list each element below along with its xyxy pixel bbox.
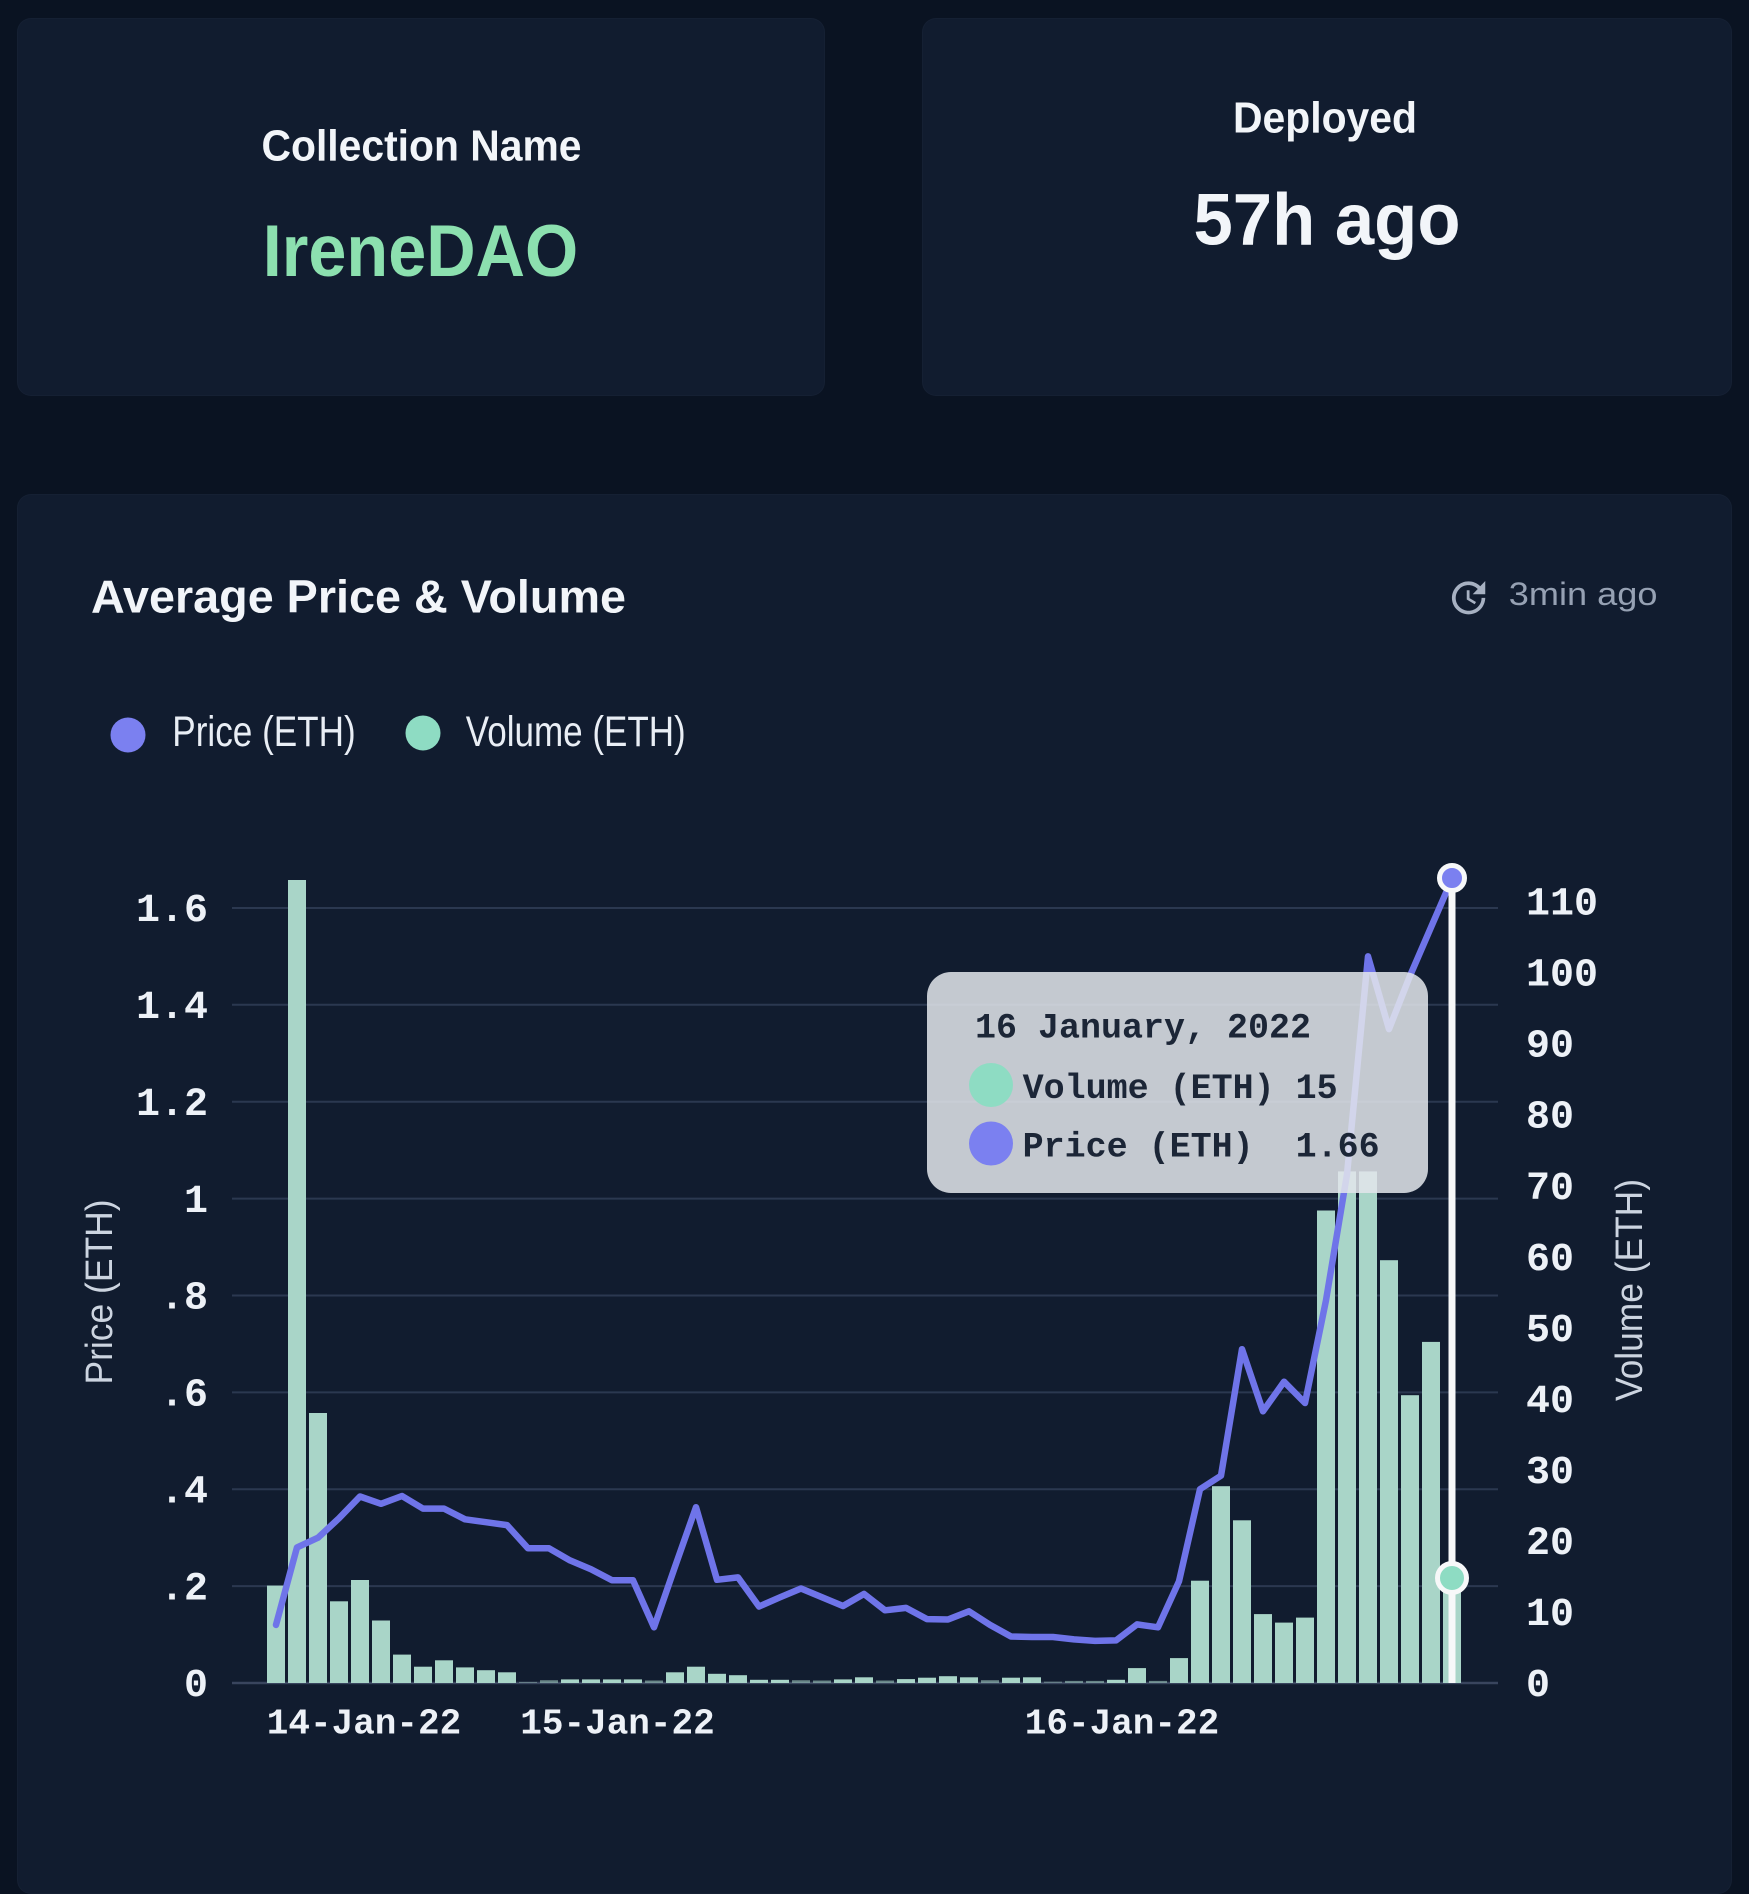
svg-text:IreneDAO: IreneDAO <box>263 211 578 292</box>
svg-text:1.6: 1.6 <box>136 889 208 934</box>
svg-text:50: 50 <box>1526 1309 1574 1354</box>
svg-text:Collection Name: Collection Name <box>262 122 582 171</box>
svg-text:0: 0 <box>1526 1664 1550 1709</box>
svg-text:80: 80 <box>1526 1096 1574 1141</box>
svg-text:1.2: 1.2 <box>136 1083 208 1128</box>
svg-text:.8: .8 <box>160 1277 208 1322</box>
svg-text:0: 0 <box>184 1664 208 1709</box>
svg-text:14-Jan-22: 14-Jan-22 <box>267 1704 461 1745</box>
svg-text:Volume (ETH) 15: Volume (ETH) 15 <box>1023 1069 1338 1109</box>
svg-text:15-Jan-22: 15-Jan-22 <box>520 1704 714 1745</box>
svg-text:70: 70 <box>1526 1167 1574 1212</box>
svg-text:16 January, 2022: 16 January, 2022 <box>975 1009 1311 1049</box>
svg-text:90: 90 <box>1526 1025 1574 1070</box>
svg-text:16-Jan-22: 16-Jan-22 <box>1025 1704 1219 1745</box>
svg-text:60: 60 <box>1526 1238 1574 1283</box>
svg-text:Volume (ETH): Volume (ETH) <box>1609 1179 1651 1401</box>
svg-text:.2: .2 <box>160 1567 208 1612</box>
svg-text:1.4: 1.4 <box>136 986 208 1031</box>
svg-text:20: 20 <box>1526 1522 1574 1567</box>
svg-text:100: 100 <box>1526 954 1598 999</box>
svg-text:Deployed: Deployed <box>1233 94 1417 143</box>
svg-text:Price (ETH): Price (ETH) <box>79 1200 121 1385</box>
svg-text:.4: .4 <box>160 1470 208 1515</box>
svg-text:30: 30 <box>1526 1451 1574 1496</box>
svg-text:Volume (ETH): Volume (ETH) <box>466 708 686 756</box>
svg-text:57h ago: 57h ago <box>1194 180 1461 261</box>
svg-text:Average Price & Volume: Average Price & Volume <box>91 571 626 623</box>
svg-text:3min ago: 3min ago <box>1509 576 1658 612</box>
svg-text:Price (ETH) 1.66: Price (ETH) 1.66 <box>1023 1128 1380 1168</box>
svg-text:40: 40 <box>1526 1380 1574 1425</box>
svg-text:10: 10 <box>1526 1593 1574 1638</box>
svg-text:1: 1 <box>184 1180 208 1225</box>
svg-text:.6: .6 <box>160 1374 208 1419</box>
svg-text:Price (ETH): Price (ETH) <box>172 708 355 756</box>
svg-text:110: 110 <box>1526 883 1598 928</box>
